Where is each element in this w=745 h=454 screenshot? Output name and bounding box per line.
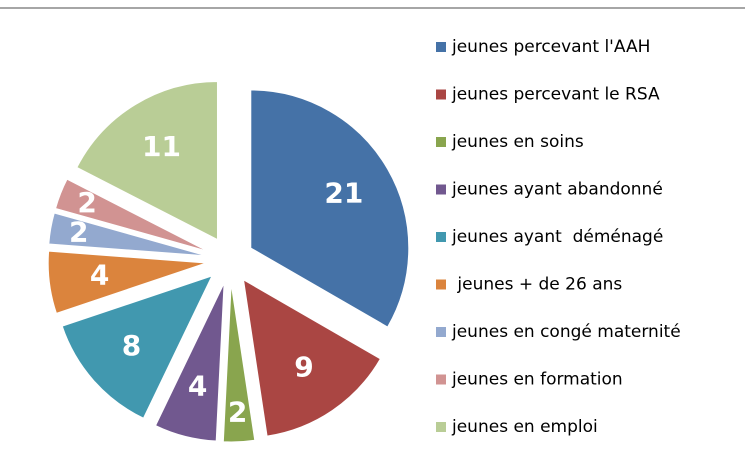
legend-label: jeunes percevant le RSA bbox=[451, 85, 660, 105]
value-label: 2 bbox=[228, 395, 247, 428]
legend-swatch bbox=[436, 279, 446, 290]
legend-label: jeunes en emploi bbox=[451, 417, 598, 437]
pie-slice bbox=[54, 178, 208, 252]
legend-label: jeunes ayant abandonné bbox=[451, 180, 663, 200]
value-label: 21 bbox=[324, 176, 363, 209]
pie-slice bbox=[61, 275, 213, 419]
pie-slice bbox=[154, 283, 225, 442]
value-label: 9 bbox=[294, 351, 313, 384]
legend-swatch bbox=[436, 42, 446, 52]
legend-label: jeunes ayant déménagé bbox=[451, 227, 663, 247]
legend-swatch bbox=[436, 137, 446, 147]
legend-swatch bbox=[436, 327, 446, 337]
value-label: 2 bbox=[77, 186, 96, 219]
legend-label: jeunes + de 26 ans bbox=[452, 275, 622, 295]
value-label: 4 bbox=[90, 258, 109, 291]
pie-slice bbox=[76, 81, 218, 241]
legend-label: jeunes en congé maternité bbox=[451, 322, 681, 342]
pie-slice bbox=[242, 278, 382, 437]
legend-swatch bbox=[436, 232, 446, 242]
legend-swatch bbox=[436, 184, 446, 195]
pie-slice bbox=[222, 283, 256, 443]
value-label: 11 bbox=[142, 130, 181, 163]
value-label: 4 bbox=[188, 369, 207, 402]
pie-slice bbox=[250, 89, 410, 328]
legend-swatch bbox=[436, 374, 446, 385]
legend-label: jeunes en soins bbox=[451, 132, 584, 152]
legend-label: jeunes en formation bbox=[451, 370, 623, 390]
value-label: 2 bbox=[69, 215, 88, 248]
legend-swatch bbox=[436, 422, 446, 432]
legend-label: jeunes percevant l'AAH bbox=[451, 37, 650, 57]
pie-slice bbox=[48, 212, 207, 257]
pie-slice bbox=[47, 250, 207, 314]
legend-swatch bbox=[436, 89, 446, 100]
value-label: 8 bbox=[122, 329, 141, 362]
